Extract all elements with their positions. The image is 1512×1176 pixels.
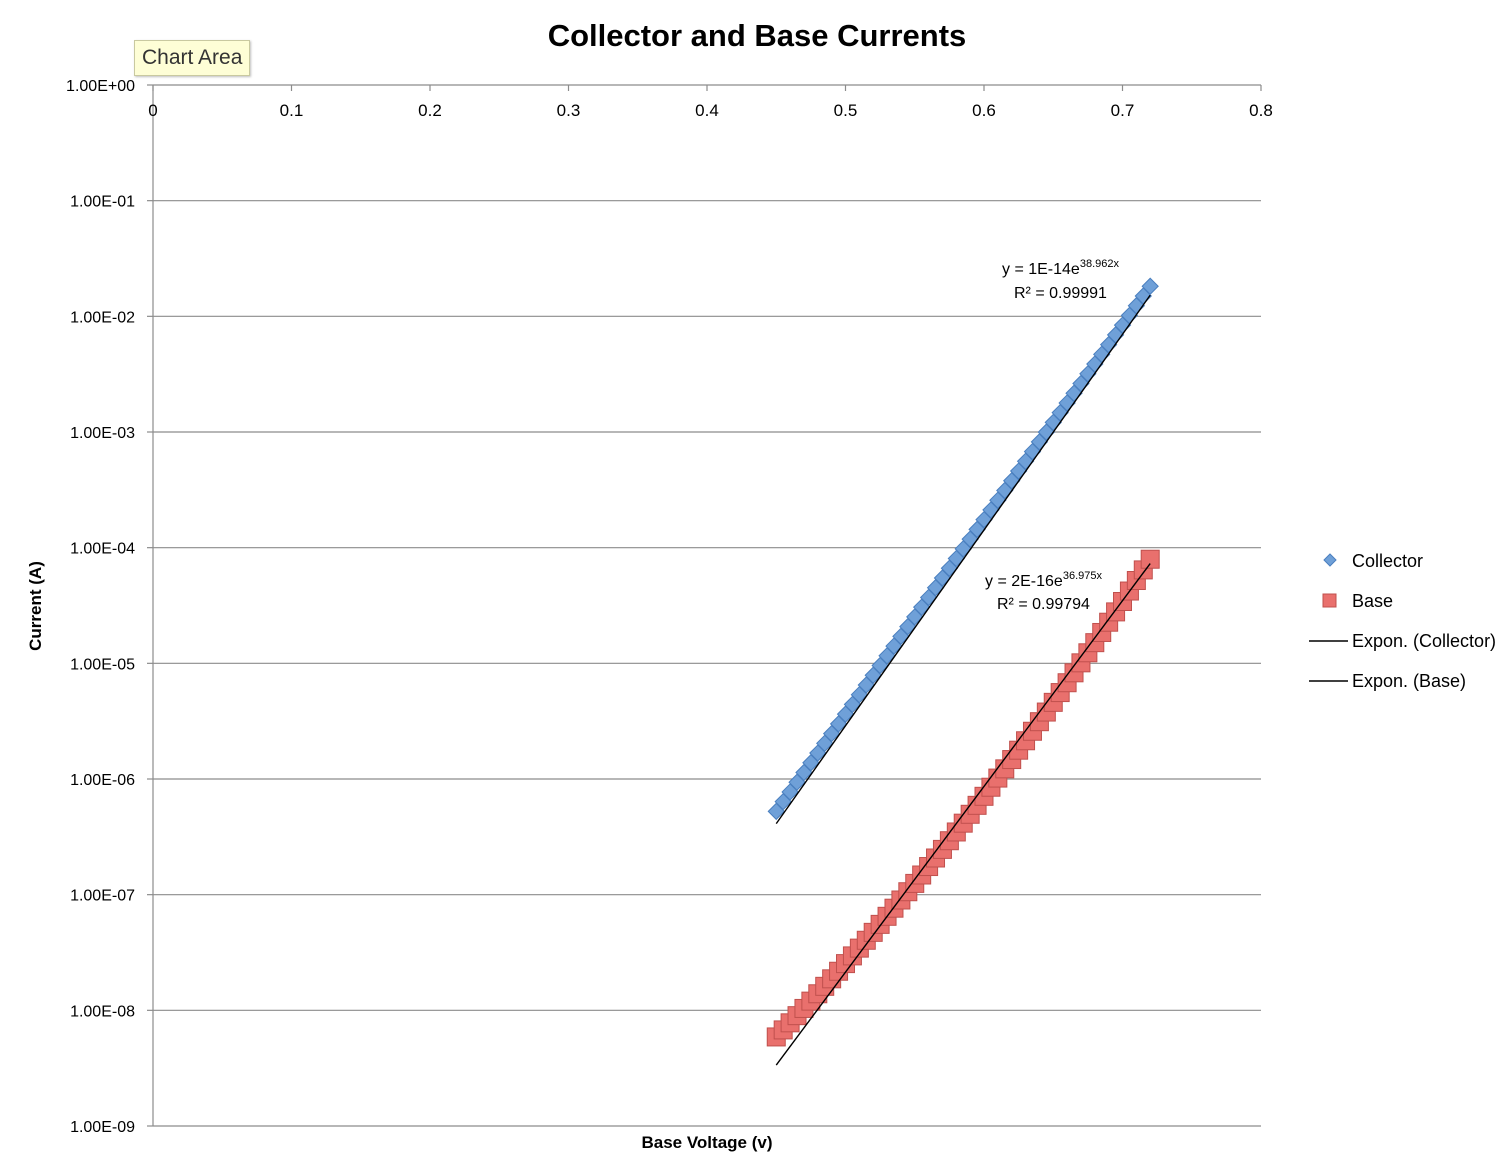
trendline-r-squared: R² = 0.99794 bbox=[997, 596, 1090, 613]
y-tick-label: 1.00E-09 bbox=[70, 1119, 135, 1136]
x-tick-labels: 0 0.1 0.2 0.3 0.4 0.5 0.6 0.7 0.8 bbox=[148, 101, 1273, 120]
x-axis-label: Base Voltage (v) bbox=[641, 1133, 772, 1152]
x-tick-label: 0 bbox=[148, 101, 157, 120]
series-base bbox=[766, 549, 1160, 1047]
y-tick-label: 1.00E+00 bbox=[66, 78, 135, 95]
x-tick-label: 0.6 bbox=[972, 101, 996, 120]
y-tick-label: 1.00E-07 bbox=[70, 888, 135, 905]
trendline-base bbox=[775, 563, 1151, 1066]
y-tick-label: 1.00E-02 bbox=[70, 309, 135, 326]
data-series bbox=[766, 277, 1160, 1047]
y-tick-label: 1.00E-06 bbox=[70, 772, 135, 789]
y-tick-label: 1.00E-08 bbox=[70, 1003, 135, 1020]
chart-area-tooltip: Chart Area bbox=[134, 40, 251, 76]
x-tick-label: 0.1 bbox=[280, 101, 304, 120]
base-point bbox=[1140, 549, 1160, 569]
gridlines bbox=[153, 84, 1261, 1127]
square-marker-icon bbox=[1306, 585, 1348, 617]
legend-label: Expon. (Base) bbox=[1352, 671, 1467, 691]
legend-label: Collector bbox=[1352, 551, 1424, 571]
legend-label: Base bbox=[1352, 591, 1394, 611]
diamond-marker-icon bbox=[1306, 545, 1348, 577]
y-axis-label: Current (A) bbox=[26, 561, 45, 651]
x-tick-label: 0.7 bbox=[1111, 101, 1135, 120]
trendline-equation: y = 1E-14e38.962x bbox=[1002, 258, 1119, 278]
line-marker-icon bbox=[1306, 665, 1348, 697]
x-tick-label: 0.8 bbox=[1249, 101, 1273, 120]
line-marker-icon bbox=[1306, 625, 1348, 657]
x-tick-label: 0.5 bbox=[834, 101, 858, 120]
y-tick-label: 1.00E-04 bbox=[70, 541, 135, 558]
x-tick-label: 0.3 bbox=[557, 101, 581, 120]
y-tick-label: 1.00E-05 bbox=[70, 656, 135, 673]
chart-title: Collector and Base Currents bbox=[548, 18, 967, 53]
trendline-collector bbox=[775, 294, 1151, 825]
y-tick-label: 1.00E-01 bbox=[70, 194, 135, 211]
trendlines bbox=[775, 294, 1151, 1066]
x-tick-label: 0.4 bbox=[695, 101, 719, 120]
collector-point bbox=[1141, 277, 1159, 295]
y-tick-labels: 1.00E+00 1.00E-01 1.00E-02 1.00E-03 1.00E-04… bbox=[66, 78, 135, 1136]
axes bbox=[147, 84, 1262, 1127]
series-collector bbox=[767, 277, 1159, 821]
trendline-equation: y = 2E-16e36.975x bbox=[985, 570, 1102, 590]
legend-label: Expon. (Collector) bbox=[1352, 631, 1497, 651]
x-tick-label: 0.2 bbox=[418, 101, 442, 120]
y-tick-label: 1.00E-03 bbox=[70, 425, 135, 442]
trendline-r-squared: R² = 0.99991 bbox=[1014, 285, 1107, 302]
trendline-equations: y = 1E-14e38.962x R² = 0.99991 y = 2E-16e3… bbox=[985, 258, 1119, 613]
